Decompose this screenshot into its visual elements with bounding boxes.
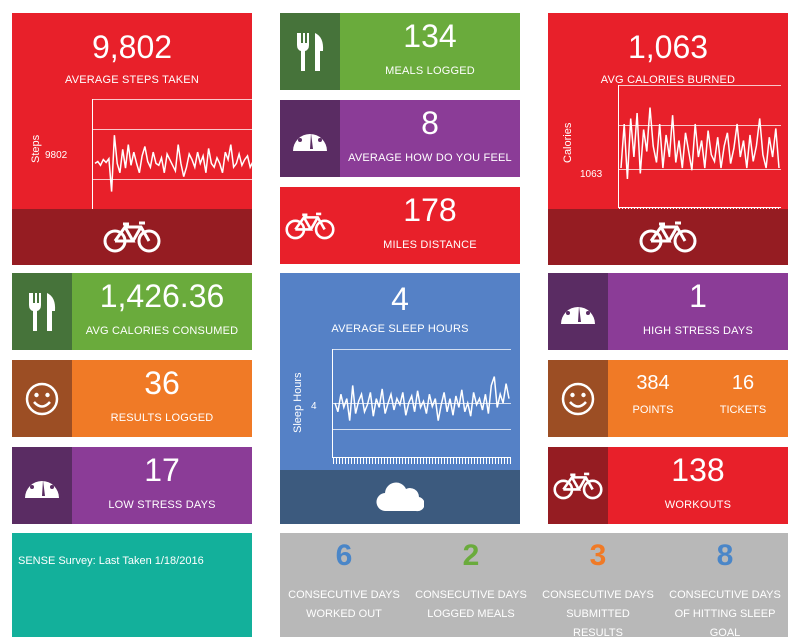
miles-tile[interactable]: 178 MILES DISTANCE [280, 187, 520, 264]
consecutive-results-value: 3 [589, 539, 607, 572]
feel-icon-box [280, 100, 340, 177]
low-stress-label: LOW STRESS DAYS [108, 499, 216, 511]
steps-series-line [94, 135, 252, 192]
calories-chart [618, 85, 781, 214]
sleep-axis-value: 4 [311, 401, 317, 412]
bicycle-icon [103, 221, 161, 253]
calories-burned-value: 1,063 [627, 29, 709, 65]
sleep-label: AVERAGE SLEEP HOURS [331, 323, 469, 335]
calories-consumed-value: 1,426.36 [99, 278, 225, 314]
calories-consumed-label: AVG CALORIES CONSUMED [85, 325, 239, 337]
consecutive-results: 3 CONSECUTIVE DAYS SUBMITTED RESULTS [534, 533, 662, 637]
consecutive-meals-value: 2 [462, 539, 480, 572]
consecutive-workout-label: CONSECUTIVE DAYS WORKED OUT [288, 589, 400, 620]
steps-tile[interactable]: 9,802 AVERAGE STEPS TAKEN Steps 9802 [12, 13, 252, 265]
bicycle-icon [639, 221, 697, 253]
meals-label: MEALS LOGGED [385, 65, 475, 77]
miles-value: 178 [403, 192, 457, 228]
miles-label: MILES DISTANCE [383, 239, 477, 251]
consecutive-days-tile: 6 CONSECUTIVE DAYS WORKED OUT 2 CONSECUT… [280, 533, 788, 637]
consecutive-sleep: 8 CONSECUTIVE DAYS OF HITTING SLEEP GOAL [661, 533, 788, 637]
high-stress-label: HIGH STRESS DAYS [643, 325, 753, 337]
sleep-footer [280, 470, 520, 524]
calories-axis-title: Calories [562, 122, 574, 163]
steps-chart [92, 99, 252, 216]
bicycle-icon [553, 472, 603, 499]
feel-tile[interactable]: 8 AVERAGE HOW DO YOU FEEL [280, 100, 520, 177]
workouts-icon-box [548, 447, 608, 524]
speedometer-icon [293, 129, 327, 151]
meals-icon-box [280, 13, 340, 90]
consecutive-workout-value: 6 [335, 539, 353, 572]
calories-consumed-icon-box [12, 273, 72, 350]
calories-axis-value: 1063 [580, 169, 603, 180]
rewards-tile[interactable]: 384 POINTS 16 TICKETS [548, 360, 788, 437]
consecutive-sleep-label: CONSECUTIVE DAYS OF HITTING SLEEP GOAL [669, 589, 781, 637]
meals-tile[interactable]: 134 MEALS LOGGED [280, 13, 520, 90]
calories-burned-footer [548, 209, 788, 265]
workouts-value: 138 [671, 452, 725, 488]
calories-series-line [620, 107, 780, 180]
workouts-label: WORKOUTS [664, 499, 732, 511]
steps-value: 9,802 [91, 29, 173, 65]
results-value: 36 [144, 365, 180, 401]
bicycle-icon [285, 212, 335, 239]
survey-text: SENSE Survey: Last Taken 1/18/2016 [18, 555, 204, 567]
points-label: POINTS [632, 404, 674, 416]
consecutive-meals: 2 CONSECUTIVE DAYS LOGGED MEALS [407, 533, 535, 624]
smiley-icon [25, 382, 59, 415]
speedometer-icon [25, 476, 59, 498]
survey-tile[interactable]: SENSE Survey: Last Taken 1/18/2016 [12, 533, 252, 637]
sleep-value: 4 [391, 281, 409, 317]
results-tile[interactable]: 36 RESULTS LOGGED [12, 360, 252, 437]
miles-icon-box [280, 187, 340, 264]
cloud-icon [376, 482, 424, 512]
sleep-series-line [334, 376, 510, 421]
calories-consumed-tile[interactable]: 1,426.36 AVG CALORIES CONSUMED [12, 273, 252, 350]
calories-burned-label: AVG CALORIES BURNED [600, 74, 736, 86]
low-stress-value: 17 [144, 452, 180, 488]
low-stress-tile[interactable]: 17 LOW STRESS DAYS [12, 447, 252, 524]
consecutive-sleep-value: 8 [716, 539, 734, 572]
fork-knife-icon [297, 32, 324, 71]
calories-burned-tile[interactable]: 1,063 AVG CALORIES BURNED Calories 1063 [548, 13, 788, 265]
steps-label: AVERAGE STEPS TAKEN [64, 74, 199, 86]
consecutive-workout: 6 CONSECUTIVE DAYS WORKED OUT [280, 533, 408, 624]
high-stress-tile[interactable]: 1 HIGH STRESS DAYS [548, 273, 788, 350]
feel-value: 8 [421, 105, 439, 141]
sleep-chart [332, 349, 511, 464]
results-icon-box [12, 360, 72, 437]
meals-value: 134 [403, 18, 457, 54]
points-value: 384 [636, 372, 670, 394]
high-stress-icon-box [548, 273, 608, 350]
consecutive-results-label: CONSECUTIVE DAYS SUBMITTED RESULTS [542, 589, 654, 637]
sleep-axis-title: Sleep Hours [292, 372, 304, 433]
results-label: RESULTS LOGGED [110, 412, 214, 424]
sleep-tile[interactable]: 4 AVERAGE SLEEP HOURS Sleep Hours 4 [280, 273, 520, 524]
steps-footer [12, 209, 252, 265]
steps-axis-value: 9802 [45, 150, 68, 161]
rewards-icon-box [548, 360, 608, 437]
feel-label: AVERAGE HOW DO YOU FEEL [348, 152, 512, 164]
tickets-label: TICKETS [719, 404, 767, 416]
workouts-tile[interactable]: 138 WORKOUTS [548, 447, 788, 524]
speedometer-icon [561, 302, 595, 324]
steps-axis-title: Steps [30, 134, 42, 163]
consecutive-meals-label: CONSECUTIVE DAYS LOGGED MEALS [415, 589, 527, 620]
high-stress-value: 1 [689, 278, 707, 314]
smiley-icon [561, 382, 595, 415]
tickets-value: 16 [731, 372, 755, 394]
fork-knife-icon [29, 292, 56, 331]
low-stress-icon-box [12, 447, 72, 524]
